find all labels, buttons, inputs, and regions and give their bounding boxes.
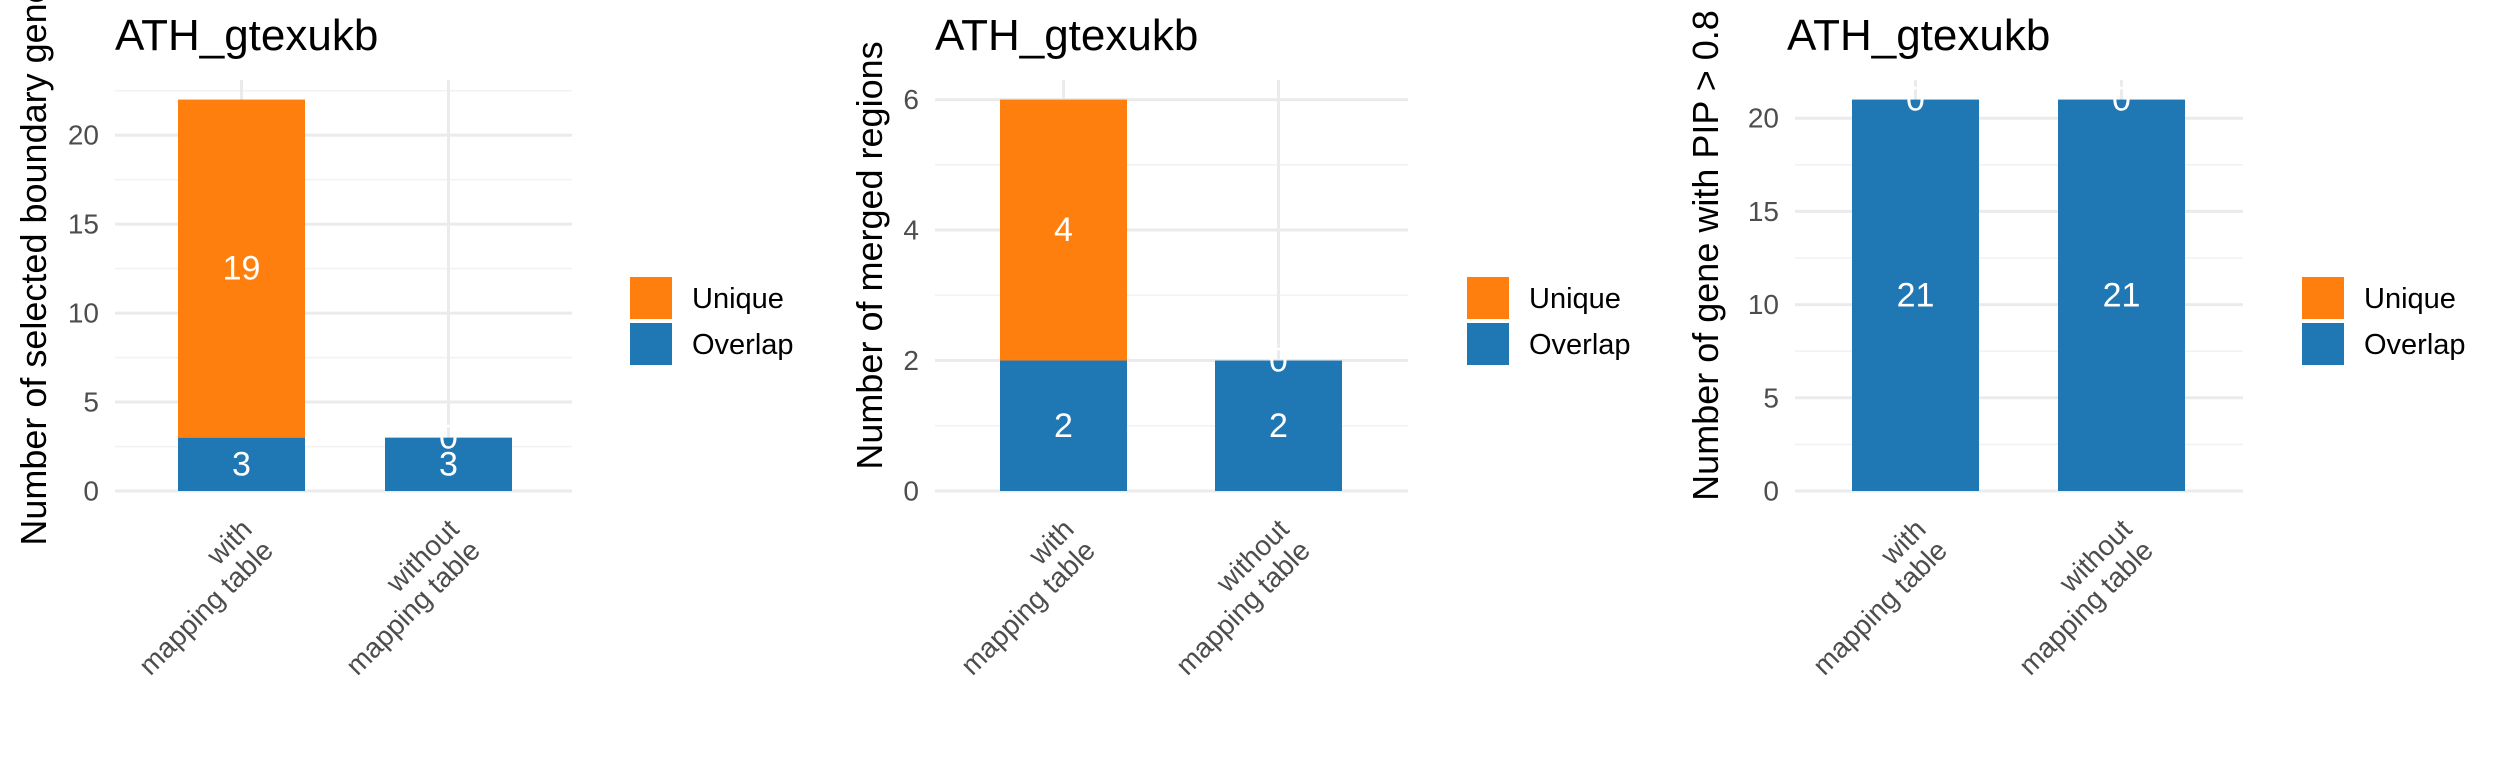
y-tick-label: 5	[83, 387, 99, 418]
legend-label-unique: Unique	[1529, 283, 1621, 315]
legend-label-overlap: Overlap	[1529, 329, 1631, 361]
y-tick-label: 20	[68, 120, 99, 151]
x-tick-label-line: mapping table	[1807, 535, 1953, 681]
bar-overlap	[1215, 360, 1342, 491]
bar-label-unique: 19	[223, 250, 261, 288]
y-tick-label: 0	[1763, 476, 1779, 507]
bar-unique	[178, 99, 305, 438]
legend-label-unique: Unique	[2364, 283, 2456, 315]
legend: Unique Overlap	[2302, 277, 2466, 365]
y-tick-label: 10	[68, 298, 99, 329]
legend-swatch-unique	[1467, 277, 1509, 319]
x-tick-label: withmapping table	[111, 513, 279, 681]
y-tick-label: 15	[68, 209, 99, 240]
x-tick-label-line: mapping table	[955, 535, 1101, 681]
y-tick-label: 5	[1763, 382, 1779, 413]
legend-label-overlap: Overlap	[2364, 329, 2466, 361]
bar-label-overlap: 2	[1269, 407, 1288, 445]
legend-label-overlap: Overlap	[692, 329, 794, 361]
bar-label-unique: 0	[2112, 81, 2131, 119]
legend: Unique Overlap	[630, 277, 794, 365]
x-tick-label: withoutmapping table	[318, 513, 486, 681]
y-axis-title: Number of merged regions	[849, 41, 890, 469]
bar-label-overlap: 3	[439, 445, 458, 483]
legend-swatch-unique	[2302, 277, 2344, 319]
bar-overlap	[1852, 99, 1979, 492]
y-tick-label: 4	[903, 215, 919, 246]
panel-title: ATH_gtexukb	[115, 11, 378, 60]
x-tick-label-line: mapping table	[133, 535, 279, 681]
legend-swatch-overlap	[2302, 323, 2344, 365]
bars: 21 0 21 0	[1852, 81, 2185, 492]
y-axis-title: Number of gene with PIP > 0.8	[1685, 10, 1726, 501]
bars: 2 4 2 0	[1000, 99, 1342, 491]
bar-overlap	[2058, 99, 2185, 492]
y-tick-label: 0	[903, 476, 919, 507]
legend: Unique Overlap	[1467, 277, 1631, 365]
bar-label-unique: 0	[1269, 342, 1288, 380]
bar-overlap	[1000, 360, 1127, 491]
legend-swatch-unique	[630, 277, 672, 319]
y-tick-label: 2	[903, 345, 919, 376]
x-tick-label: withmapping table	[1785, 513, 1953, 681]
legend-swatch-overlap	[1467, 323, 1509, 365]
bar-label-unique: 4	[1054, 211, 1073, 249]
bar-unique	[1000, 99, 1127, 361]
bar-label-unique: 0	[439, 419, 458, 457]
panel-title: ATH_gtexukb	[935, 11, 1198, 60]
x-tick-label: withmapping table	[933, 513, 1101, 681]
bar-overlap	[178, 437, 305, 491]
bar-label-unique: 0	[1906, 81, 1925, 119]
y-tick-label: 20	[1748, 103, 1779, 134]
y-tick-label: 0	[83, 476, 99, 507]
bar-label-overlap: 21	[1897, 276, 1935, 314]
bar-overlap	[385, 437, 512, 491]
chart-panel-3: 21 0 21 0 0 5 10 15 20 withmapping table withoutma…	[1685, 10, 2466, 681]
y-tick-label: 10	[1748, 289, 1779, 320]
x-tick-label: withoutmapping table	[1148, 513, 1316, 681]
bar-label-overlap: 21	[2103, 276, 2141, 314]
x-tick-label: withoutmapping table	[1991, 513, 2159, 681]
bar-label-overlap: 3	[232, 445, 251, 483]
y-tick-label: 15	[1748, 196, 1779, 227]
bar-label-overlap: 2	[1054, 407, 1073, 445]
y-tick-label: 6	[903, 84, 919, 115]
chart-panel-2: 2 4 2 0 0 2 4 6 withmapping table withoutmapping …	[849, 11, 1631, 681]
y-axis-title: Number of selected boundary genes	[13, 0, 54, 546]
panel-title: ATH_gtexukb	[1787, 11, 2050, 60]
legend-label-unique: Unique	[692, 283, 784, 315]
legend-swatch-overlap	[630, 323, 672, 365]
